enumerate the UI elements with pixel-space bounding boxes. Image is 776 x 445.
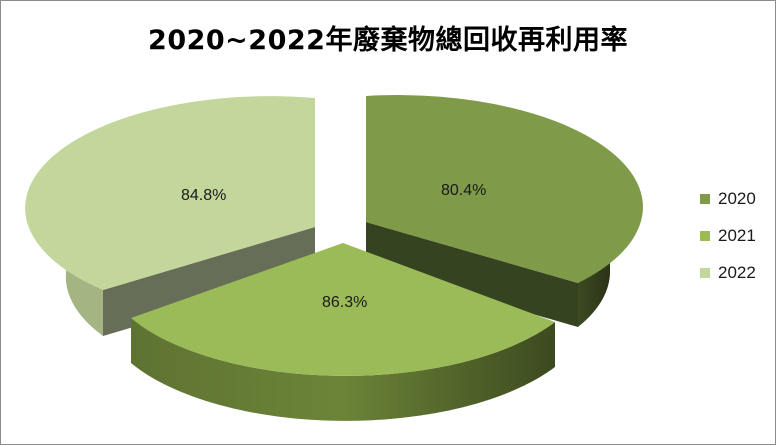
legend-label-2020: 2020 xyxy=(718,188,756,208)
legend-item-2020: 2020 xyxy=(700,180,756,217)
legend-swatch-2022 xyxy=(700,267,710,278)
slice-2021-side xyxy=(131,318,555,421)
slice-2020-side xyxy=(578,225,611,327)
legend-label-2022: 2022 xyxy=(718,262,756,282)
slice-2022-top xyxy=(25,96,315,290)
data-label-2020: 80.4% xyxy=(441,182,486,199)
legend-item-2022: 2022 xyxy=(700,254,756,291)
data-label-2022: 84.8% xyxy=(181,187,226,204)
slice-2020-cut xyxy=(366,222,578,327)
slice-2020-top xyxy=(366,95,643,284)
legend-label-2021: 2021 xyxy=(718,225,756,245)
slice-2021-top xyxy=(131,243,555,376)
legend-item-2021: 2021 xyxy=(700,217,756,254)
pie-slice-2022 xyxy=(25,96,315,336)
pie-slice-2020 xyxy=(366,95,643,327)
slice-2022-cut xyxy=(103,227,315,336)
chart-title: 2020~2022年廢棄物總回收再利用率 xyxy=(148,25,628,56)
legend: 2020 2021 2022 xyxy=(700,180,756,291)
pie-slice-2021 xyxy=(131,243,555,421)
legend-swatch-2021 xyxy=(700,230,710,241)
slice-2022-side xyxy=(65,210,103,336)
legend-swatch-2020 xyxy=(700,193,710,204)
data-label-2021: 86.3% xyxy=(322,294,367,311)
